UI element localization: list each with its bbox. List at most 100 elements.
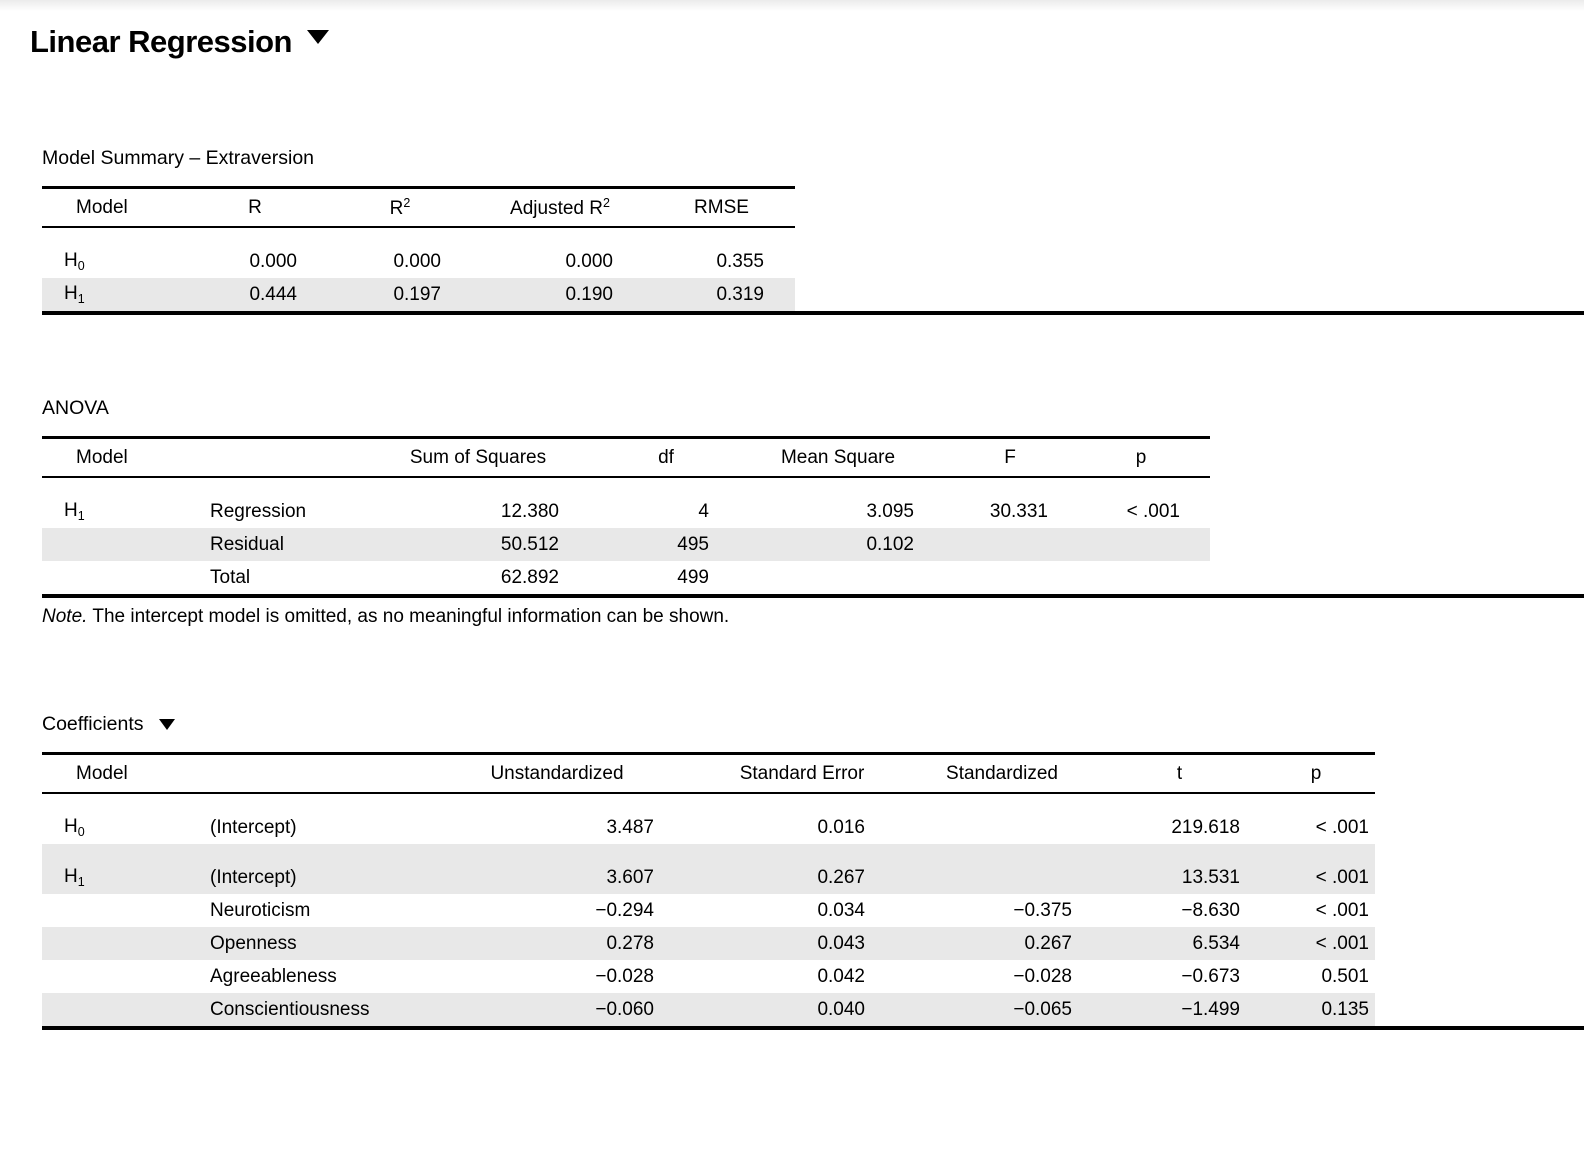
model-summary-header-row: Model R R2 Adjusted R2 RMSE — [42, 186, 795, 228]
anova-header-row: Model Sum of Squares df Mean Square F p — [42, 436, 1210, 478]
table-row: H1 Regression 12.380 4 3.095 30.331 < .0… — [42, 495, 1210, 528]
header-adjusted-r2: Adjusted R2 — [510, 195, 610, 219]
cell-model: H1 — [64, 283, 85, 306]
anova-note: Note. The intercept model is omitted, as… — [42, 606, 1584, 628]
cell-mean-square: 0.102 — [866, 533, 914, 555]
cell-standard-error: 0.267 — [817, 866, 865, 888]
results-panel: Linear Regression Model Summary – Extrav… — [0, 0, 1584, 1030]
cell-standardized: −0.028 — [1013, 965, 1072, 987]
cell-r: 0.000 — [249, 250, 297, 272]
cell-t: 6.534 — [1192, 932, 1240, 954]
cell-t: −0.673 — [1181, 965, 1240, 987]
cell-standard-error: 0.016 — [817, 816, 865, 838]
analysis-title[interactable]: Linear Regression — [30, 24, 1584, 60]
panel-top-edge — [0, 0, 1584, 11]
cell-p: < .001 — [1315, 899, 1369, 921]
cell-r: 0.444 — [249, 283, 297, 305]
header-p: p — [1135, 446, 1147, 468]
cell-term: (Intercept) — [210, 866, 297, 888]
header-unstandardized: Unstandardized — [490, 762, 624, 784]
header-t: t — [1176, 762, 1183, 784]
cell-p: < .001 — [1315, 932, 1369, 954]
cell-df: 499 — [677, 566, 709, 588]
cell-p: < .001 — [1315, 866, 1369, 888]
header-rmse: RMSE — [694, 196, 749, 218]
table-row: H0 (Intercept) 3.487 0.016 219.618 < .00… — [42, 811, 1375, 844]
coefficients-table: Model Unstandardized Standard Error Stan… — [42, 752, 1584, 1030]
cell-standard-error: 0.040 — [817, 998, 865, 1020]
model-summary-body: H0 0.000 0.000 0.000 0.355 H1 0.444 0.19… — [42, 228, 1584, 311]
coefficients-header-row: Model Unstandardized Standard Error Stan… — [42, 752, 1375, 794]
cell-term: Residual — [210, 533, 284, 555]
table-row: H1 (Intercept) 3.607 0.267 13.531 < .001 — [42, 844, 1375, 894]
coefficients-title[interactable]: Coefficients — [42, 713, 1584, 736]
cell-sum-of-squares: 12.380 — [500, 500, 559, 522]
anova-table: Model Sum of Squares df Mean Square F p … — [42, 436, 1584, 598]
header-standard-error: Standard Error — [739, 762, 865, 784]
cell-df: 4 — [698, 500, 709, 522]
table-row: Total 62.892 499 — [42, 561, 1210, 594]
cell-r2: 0.197 — [393, 283, 441, 305]
coefficients-body: H0 (Intercept) 3.487 0.016 219.618 < .00… — [42, 794, 1584, 1026]
cell-unstandardized: −0.294 — [595, 899, 654, 921]
note-label: Note. — [42, 606, 88, 627]
cell-rmse: 0.319 — [716, 283, 764, 305]
table-row: Agreeableness −0.028 0.042 −0.028 −0.673… — [42, 960, 1375, 993]
model-summary-section: Model Summary – Extraversion Model R R2 … — [42, 147, 1584, 315]
analysis-title-label: Linear Regression — [30, 24, 292, 59]
cell-term: Neuroticism — [210, 899, 311, 921]
header-model: Model — [76, 446, 128, 468]
cell-p: 0.135 — [1321, 998, 1369, 1020]
cell-term: Regression — [210, 500, 307, 522]
anova-title: ANOVA — [42, 397, 109, 419]
cell-sum-of-squares: 50.512 — [500, 533, 559, 555]
cell-standard-error: 0.043 — [817, 932, 865, 954]
cell-model: H1 — [64, 500, 85, 523]
table-row: Conscientiousness −0.060 0.040 −0.065 −1… — [42, 993, 1375, 1026]
cell-adjusted-r2: 0.190 — [565, 283, 613, 305]
cell-term: Conscientiousness — [210, 998, 370, 1020]
cell-standardized: −0.375 — [1013, 899, 1072, 921]
cell-p: < .001 — [1126, 500, 1180, 522]
model-summary-title: Model Summary – Extraversion — [42, 147, 315, 169]
header-r: R — [248, 196, 262, 218]
cell-sum-of-squares: 62.892 — [500, 566, 559, 588]
anova-section: ANOVA Model Sum of Squares df Mean Squar… — [42, 397, 1584, 628]
cell-f: 30.331 — [989, 500, 1048, 522]
cell-term: (Intercept) — [210, 816, 297, 838]
cell-t: 13.531 — [1181, 866, 1240, 888]
header-df: df — [658, 446, 674, 468]
coefficients-title-label: Coefficients — [42, 713, 144, 735]
cell-p: 0.501 — [1321, 965, 1369, 987]
header-sum-of-squares: Sum of Squares — [409, 446, 547, 468]
cell-t: −8.630 — [1181, 899, 1240, 921]
header-model: Model — [76, 762, 128, 784]
chevron-down-icon[interactable] — [306, 30, 329, 44]
header-standardized: Standardized — [946, 762, 1058, 784]
cell-r2: 0.000 — [393, 250, 441, 272]
cell-df: 495 — [677, 533, 709, 555]
header-mean-square: Mean Square — [780, 446, 896, 468]
cell-term: Openness — [210, 932, 297, 954]
cell-t: 219.618 — [1171, 816, 1240, 838]
cell-standard-error: 0.034 — [817, 899, 865, 921]
cell-model: H0 — [64, 816, 85, 839]
cell-unstandardized: −0.060 — [595, 998, 654, 1020]
cell-standardized: 0.267 — [1024, 932, 1072, 954]
table-row: Neuroticism −0.294 0.034 −0.375 −8.630 <… — [42, 894, 1375, 927]
cell-mean-square: 3.095 — [866, 500, 914, 522]
chevron-down-icon[interactable] — [158, 719, 175, 730]
cell-unstandardized: 3.607 — [606, 866, 654, 888]
coefficients-section: Coefficients Model Unstandardized Standa… — [42, 713, 1584, 1030]
header-p: p — [1310, 762, 1322, 784]
model-summary-table: Model R R2 Adjusted R2 RMSE H0 0.000 0.0… — [42, 186, 1584, 315]
table-row: Residual 50.512 495 0.102 — [42, 528, 1210, 561]
cell-model: H1 — [64, 866, 85, 889]
table-row: H1 0.444 0.197 0.190 0.319 — [42, 278, 795, 311]
header-f: F — [1004, 446, 1016, 468]
anova-body: H1 Regression 12.380 4 3.095 30.331 < .0… — [42, 478, 1584, 594]
cell-standard-error: 0.042 — [817, 965, 865, 987]
table-row: Openness 0.278 0.043 0.267 6.534 < .001 — [42, 927, 1375, 960]
cell-rmse: 0.355 — [716, 250, 764, 272]
table-row: H0 0.000 0.000 0.000 0.355 — [42, 245, 795, 278]
